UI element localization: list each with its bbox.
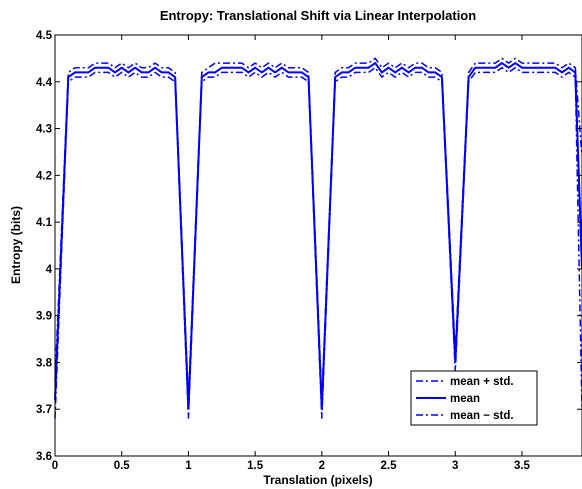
chart-title: Entropy: Translational Shift via Linear … (160, 8, 476, 23)
x-axis-label: Translation (pixels) (263, 473, 372, 487)
y-tick-label: 4 (46, 264, 53, 276)
x-tick-label: 0.5 (114, 460, 131, 472)
x-tick-label: 0 (52, 460, 58, 472)
y-tick-label: 4.5 (36, 30, 53, 42)
legend-label: mean − std. (450, 410, 514, 422)
y-tick-label: 3.7 (36, 404, 52, 416)
x-tick-label: 2 (319, 460, 325, 472)
x-axis: 0 0.5 1 1.5 2 2.5 3 3.5 (52, 35, 531, 472)
y-tick-label: 4.1 (36, 217, 53, 229)
legend: mean + std. mean mean − std. (410, 370, 538, 426)
y-tick-label: 4.4 (36, 77, 53, 89)
x-tick-label: 3 (452, 460, 458, 472)
series-line-mean-minus-std (54, 66, 582, 419)
y-tick-label: 4.3 (36, 124, 52, 136)
plot-area (54, 57, 582, 419)
x-tick-label: 2.5 (381, 460, 398, 472)
y-tick-label: 3.8 (36, 357, 53, 369)
y-tick-label: 3.6 (36, 451, 52, 463)
x-tick-label: 1.5 (247, 460, 264, 472)
x-tick-label: 3.5 (514, 460, 531, 472)
y-tick-label: 3.9 (36, 311, 52, 323)
x-tick-label: 1 (185, 460, 192, 472)
legend-label: mean + std. (450, 376, 514, 388)
axes-frame (54, 34, 582, 457)
y-tick-label: 4.2 (36, 170, 52, 182)
series-line-mean (54, 61, 582, 410)
y-axis: 3.6 3.7 3.8 3.9 4 4.1 4.2 4.3 4.4 4.5 (36, 30, 582, 463)
y-axis-label: Entropy (bits) (9, 206, 23, 284)
legend-label: mean (450, 393, 480, 405)
